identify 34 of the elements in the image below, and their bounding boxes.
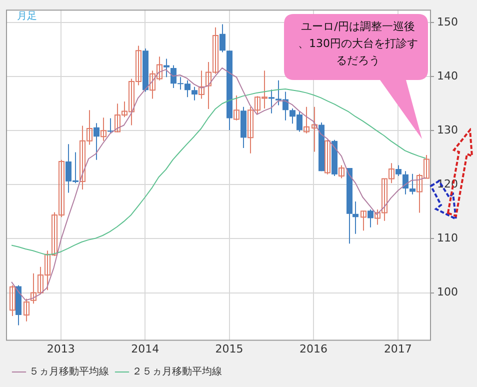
candlestick [94, 122, 100, 160]
y-tick-label: 140 [437, 69, 458, 82]
candlestick [312, 106, 318, 152]
x-tick-label: 2014 [131, 342, 160, 356]
candlestick [410, 173, 416, 195]
annotation: ユーロ/円は調整一巡後、130円の大台を打診するだろう [297, 19, 419, 69]
x-tick-label: 2016 [300, 342, 328, 356]
y-tick-label: 110 [437, 232, 458, 245]
candlestick [338, 164, 344, 179]
candlestick [24, 298, 30, 322]
legend-label: ５ヵ月移動平均線 [29, 366, 109, 378]
candlestick [234, 95, 240, 121]
candlestick [268, 89, 274, 114]
candlestick [10, 284, 16, 317]
candlestick [198, 70, 204, 100]
y-tick-label: 100 [437, 286, 458, 299]
candlestick [352, 200, 358, 234]
x-tick-label: 2013 [46, 342, 75, 356]
candlestick [368, 209, 374, 228]
candlestick [164, 58, 170, 78]
candlestick [100, 117, 106, 142]
y-tick-label: 150 [437, 15, 458, 28]
y-tick-label: 130 [437, 124, 458, 137]
candlestick [304, 106, 310, 134]
candlestick [360, 210, 366, 232]
x-tick-label: 2017 [384, 342, 412, 356]
x-tick-label: 2015 [215, 342, 244, 356]
candlestick [402, 170, 408, 195]
chart-title: 月足 [17, 10, 37, 23]
candlestick [396, 164, 402, 177]
candlestick [324, 139, 330, 175]
candlestick [220, 24, 226, 53]
legend-label: ２５ヵ月移動平均線 [132, 366, 222, 378]
candlestick [192, 86, 198, 101]
